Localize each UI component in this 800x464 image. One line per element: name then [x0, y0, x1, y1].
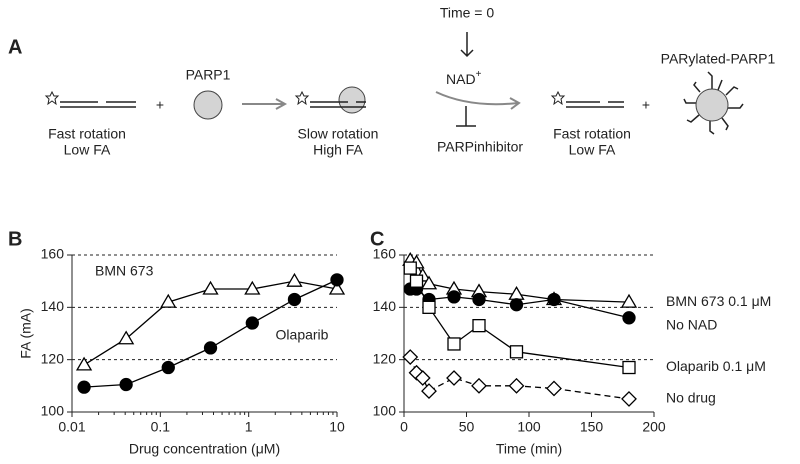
marker [447, 337, 461, 351]
marker [330, 273, 344, 287]
series-label: No NAD [666, 317, 717, 333]
parp1 [338, 86, 366, 114]
charge: + [476, 69, 482, 80]
x-axis-label: Drug concentration (μM) [129, 441, 280, 457]
time-label: Time = 0 [440, 5, 495, 21]
marker [546, 380, 562, 397]
marker [622, 360, 636, 375]
marker [328, 280, 346, 295]
series-label: BMN 673 [95, 263, 154, 279]
y-axis-label: FA (mA) [18, 308, 34, 359]
marker [160, 293, 177, 308]
y-tick-label: 120 [373, 350, 397, 366]
state-text: Slow rotation [298, 126, 379, 142]
series-label: Olaparib [276, 327, 329, 343]
marker [509, 345, 524, 359]
y-tick-label: 120 [41, 350, 65, 366]
marker [472, 318, 486, 333]
marker [244, 280, 261, 295]
marker [621, 390, 637, 407]
x-tick-label: 10 [329, 419, 345, 435]
parp1-label: PARP1 [186, 67, 231, 83]
series-label: BMN 673 0.1 μM [666, 293, 771, 309]
nad: NAD [446, 71, 476, 87]
marker [286, 272, 303, 287]
marker [422, 300, 436, 314]
dna [566, 101, 624, 108]
y-tick-label: 100 [41, 403, 65, 419]
fluorophore [44, 90, 60, 106]
marker [203, 341, 218, 355]
marker [421, 383, 437, 399]
parp1 [193, 90, 223, 120]
marker [472, 292, 486, 307]
marker [420, 275, 438, 290]
marker [622, 311, 636, 325]
x-tick-label: 0.1 [151, 419, 171, 435]
series-label: No drug [666, 390, 716, 406]
parp1 [695, 88, 729, 122]
marker [75, 356, 93, 371]
state-text: Fast rotation [553, 126, 631, 142]
inhibitor-label: PARPinhibitor [437, 139, 523, 155]
marker [402, 349, 419, 365]
marker [446, 370, 462, 386]
panel-a: A Time = 0 Fast rotation Low FA + PARP1 … [8, 5, 776, 158]
marker [161, 360, 175, 375]
dna [60, 101, 136, 108]
nad-label: NAD+ [446, 69, 482, 87]
marker [202, 280, 219, 295]
arrow [242, 98, 288, 110]
marker [547, 292, 561, 307]
marker [508, 377, 525, 394]
y-tick-label: 160 [41, 246, 65, 262]
marker [287, 292, 302, 307]
state-text: Low FA [569, 142, 616, 158]
y-tick-label: 160 [373, 246, 397, 262]
fluorophore [550, 90, 566, 106]
x-tick-label: 0.01 [58, 419, 85, 435]
marker [447, 290, 461, 304]
plus: + [156, 97, 164, 113]
marker [119, 377, 133, 392]
x-tick-label: 100 [517, 419, 541, 435]
state-text: Fast rotation [48, 126, 126, 142]
marker [471, 377, 487, 394]
reaction-arrow [435, 91, 521, 110]
marker [509, 298, 524, 312]
y-tick-label: 140 [41, 298, 65, 314]
marker [414, 370, 431, 386]
par-chains [683, 71, 744, 135]
x-tick-label: 50 [459, 419, 475, 435]
inhibition [456, 106, 476, 127]
panel-label: A [8, 36, 22, 58]
x-tick-label: 0 [400, 419, 408, 435]
down-arrow [460, 32, 474, 58]
marker [403, 261, 417, 275]
x-axis-label: Time (min) [496, 441, 562, 457]
y-tick-label: 100 [373, 403, 397, 419]
marker [77, 380, 91, 394]
fluorophore [294, 90, 310, 106]
state-text: Low FA [64, 142, 111, 158]
plus: + [642, 97, 650, 113]
panel-label: B [8, 228, 22, 250]
x-tick-label: 200 [642, 419, 666, 435]
y-tick-label: 140 [373, 298, 397, 314]
x-tick-label: 150 [580, 419, 604, 435]
panel-label: C [370, 228, 384, 250]
marker [245, 316, 259, 330]
state-text: High FA [313, 142, 363, 158]
marker [117, 330, 135, 345]
dna [310, 101, 366, 108]
marker [620, 293, 638, 308]
marker [508, 285, 525, 300]
product-label: PARylated-PARP1 [661, 51, 776, 67]
marker [409, 274, 424, 288]
x-tick-label: 1 [245, 419, 253, 435]
series-label: Olaparib 0.1 μM [666, 358, 766, 374]
